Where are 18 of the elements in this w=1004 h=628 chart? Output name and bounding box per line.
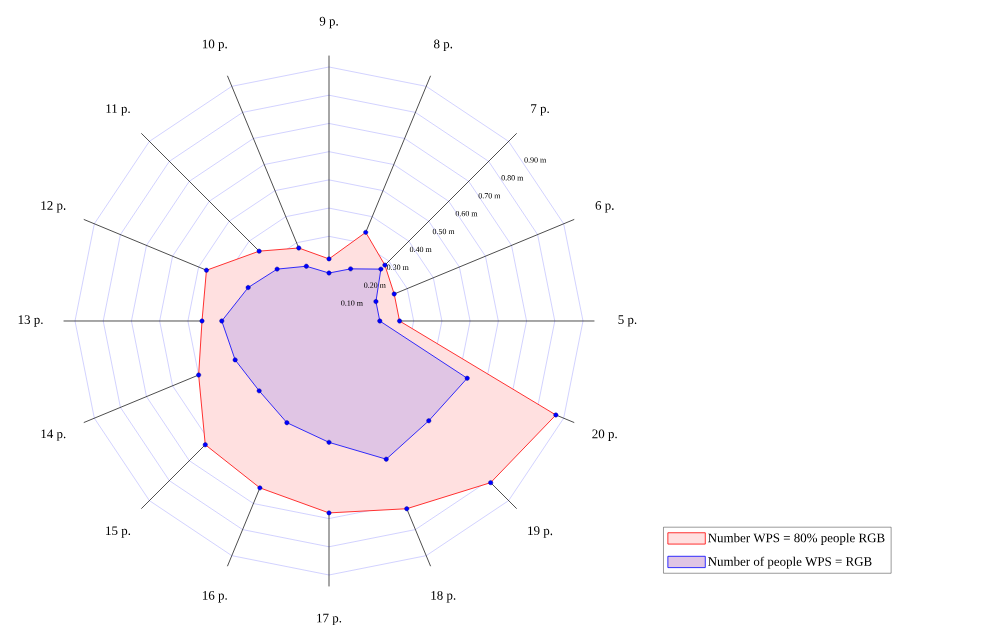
spoke-label: 17 p.: [317, 613, 342, 626]
spoke-label: 10 p.: [202, 39, 227, 51]
spoke-label: 15 p.: [106, 526, 131, 538]
spoke-label: 7 p.: [531, 104, 549, 116]
legend-label: Number of people WPS = RGB: [708, 556, 872, 569]
spoke-label: 5 p.: [618, 315, 637, 327]
spoke-label: 19 p.: [528, 526, 553, 538]
legend-label: Number WPS = 80% people RGB: [708, 533, 885, 545]
spoke-label: 8 p.: [434, 39, 453, 51]
spoke-label: 9 p.: [319, 16, 338, 29]
spoke-label: 13 p.: [18, 315, 43, 327]
spoke-label: 14 p.: [41, 429, 66, 441]
spoke-label: 16 p.: [202, 591, 227, 603]
spoke-label: 6 p.: [595, 201, 614, 213]
spoke-label: 20 p.: [592, 429, 617, 441]
spoke-label: 11 p.: [106, 104, 130, 116]
spoke-label: 12 p.: [41, 201, 66, 213]
spoke-label: 18 p.: [431, 591, 456, 603]
